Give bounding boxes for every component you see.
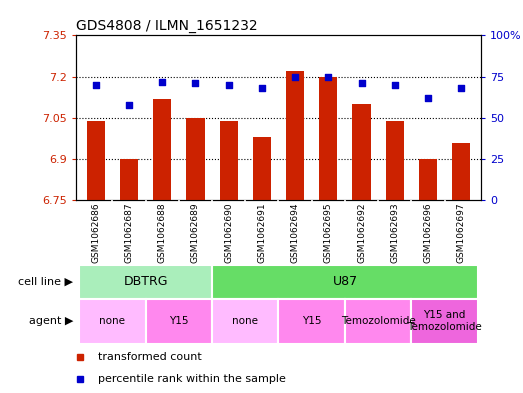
Bar [145, 299, 212, 344]
Text: GDS4808 / ILMN_1651232: GDS4808 / ILMN_1651232 [76, 19, 257, 33]
Bar [385, 121, 404, 200]
Bar [87, 121, 105, 200]
Point [224, 82, 233, 88]
Bar [186, 118, 204, 200]
Bar [212, 299, 279, 344]
Text: GSM1062688: GSM1062688 [158, 202, 167, 263]
Bar [220, 121, 238, 200]
Point [424, 95, 432, 101]
Point [258, 85, 266, 91]
Bar [253, 137, 271, 200]
Bar [319, 77, 337, 200]
Point [158, 79, 166, 85]
Bar [279, 299, 345, 344]
Text: GSM1062694: GSM1062694 [291, 203, 300, 263]
Text: GSM1062690: GSM1062690 [224, 202, 233, 263]
Point [391, 82, 399, 88]
Text: GSM1062687: GSM1062687 [124, 202, 133, 263]
Text: none: none [232, 316, 258, 326]
Text: GSM1062695: GSM1062695 [324, 202, 333, 263]
Text: DBTRG: DBTRG [123, 275, 168, 288]
Text: GSM1062696: GSM1062696 [424, 202, 433, 263]
Point [357, 80, 366, 86]
Text: none: none [99, 316, 126, 326]
Text: transformed count: transformed count [98, 351, 202, 362]
Text: Y15: Y15 [302, 316, 322, 326]
Text: Y15: Y15 [169, 316, 189, 326]
Bar [120, 159, 138, 200]
Text: GSM1062691: GSM1062691 [257, 202, 266, 263]
Text: GSM1062692: GSM1062692 [357, 203, 366, 263]
Bar [412, 299, 478, 344]
Bar [419, 159, 437, 200]
Text: GSM1062693: GSM1062693 [390, 202, 399, 263]
Text: Temozolomide: Temozolomide [341, 316, 416, 326]
Bar [353, 104, 371, 200]
Bar [212, 265, 478, 299]
Point [125, 101, 133, 108]
Bar [345, 299, 412, 344]
Point [191, 80, 200, 86]
Text: percentile rank within the sample: percentile rank within the sample [98, 374, 286, 384]
Point [92, 82, 100, 88]
Text: GSM1062689: GSM1062689 [191, 202, 200, 263]
Bar [153, 99, 172, 200]
Point [291, 73, 299, 80]
Text: GSM1062686: GSM1062686 [92, 202, 100, 263]
Bar [79, 299, 145, 344]
Point [324, 73, 333, 80]
Point [457, 85, 465, 91]
Text: U87: U87 [333, 275, 358, 288]
Text: Y15 and
Temozolomide: Y15 and Temozolomide [407, 310, 482, 332]
Text: agent ▶: agent ▶ [29, 316, 73, 326]
Text: GSM1062697: GSM1062697 [457, 202, 465, 263]
Text: cell line ▶: cell line ▶ [18, 277, 73, 287]
Bar [79, 265, 212, 299]
Bar [286, 71, 304, 200]
Bar [452, 143, 470, 200]
